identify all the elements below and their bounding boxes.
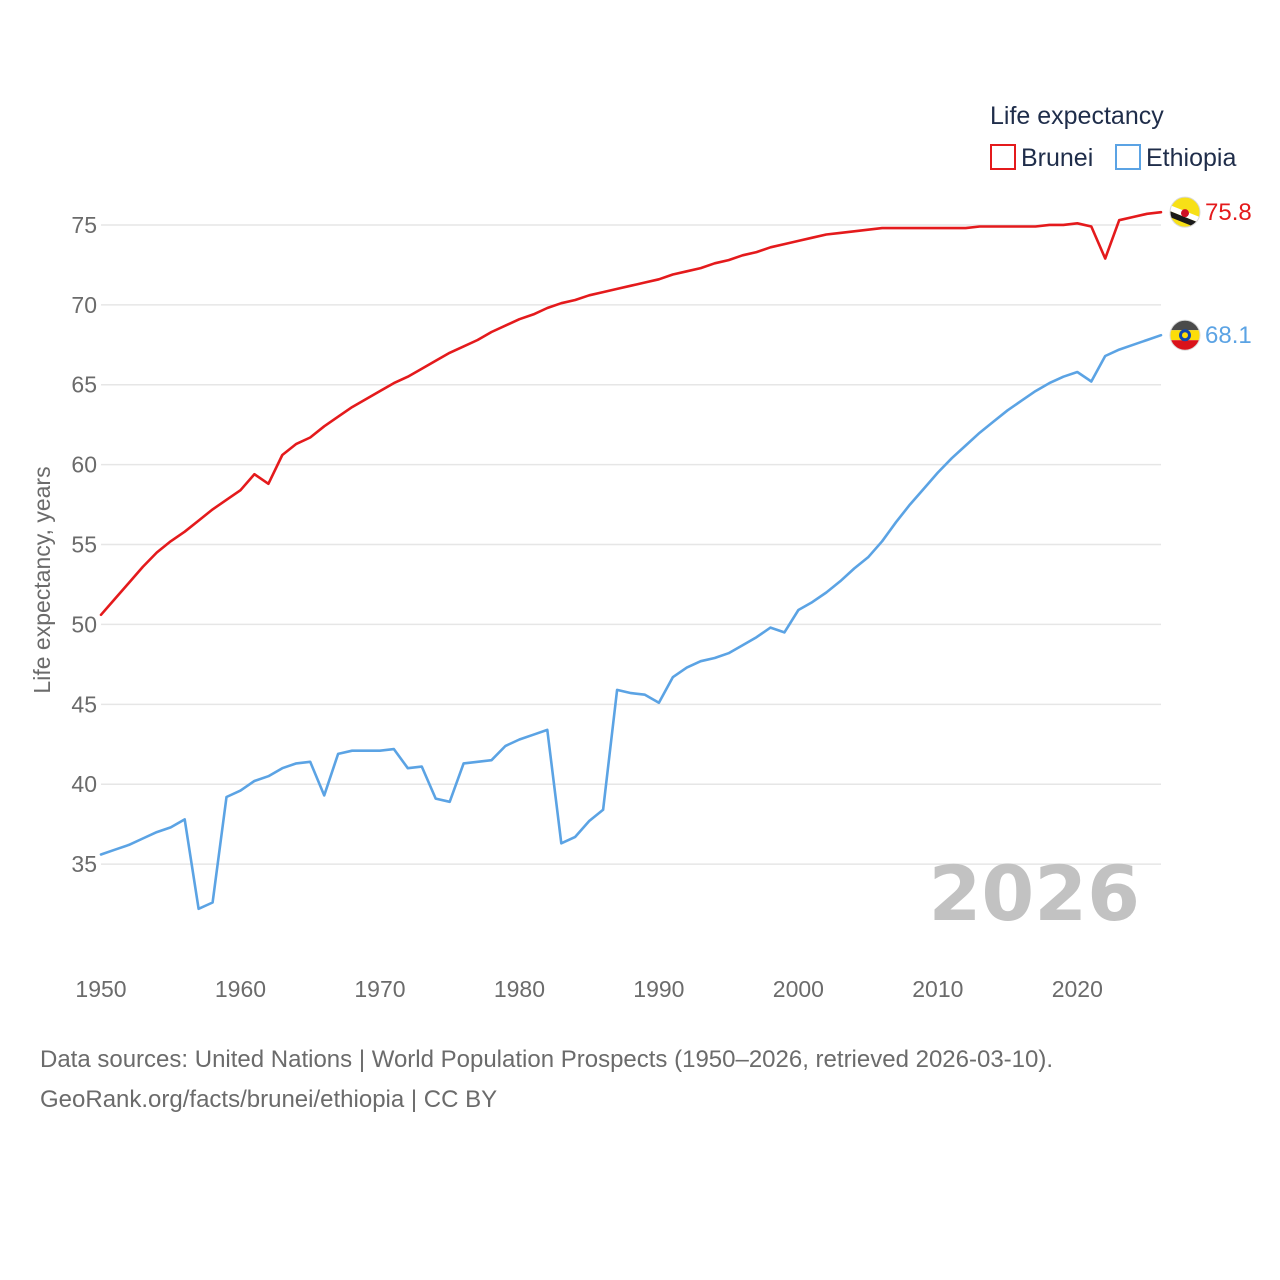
source-footer: Data sources: United Nations | World Pop… bbox=[40, 1040, 1240, 1120]
x-tick-label: 1960 bbox=[215, 976, 266, 1002]
y-tick-label: 45 bbox=[71, 691, 97, 717]
x-tick-label: 2010 bbox=[912, 976, 963, 1002]
legend-swatch-brunei bbox=[990, 144, 1016, 170]
year-watermark: 2026 bbox=[928, 849, 1140, 938]
brunei-flag-icon bbox=[1169, 196, 1201, 228]
y-tick-label: 65 bbox=[71, 372, 97, 398]
y-tick-label: 70 bbox=[71, 292, 97, 318]
x-tick-label: 1970 bbox=[354, 976, 405, 1002]
x-tick-label: 2000 bbox=[773, 976, 824, 1002]
x-axis-ticks: 1950 1960 1970 1980 1990 2000 2010 2020 bbox=[75, 976, 1102, 1002]
line-chart: 35 40 45 50 55 60 65 70 75 1950 1960 1970 1980 1990 2… bbox=[29, 102, 1252, 1002]
series-endpoints: 75.8 68.1 bbox=[1169, 196, 1252, 351]
x-tick-label: 1980 bbox=[494, 976, 545, 1002]
legend: Life expectancy Brunei Ethiopia bbox=[990, 102, 1236, 172]
y-tick-label: 35 bbox=[71, 851, 97, 877]
y-tick-label: 60 bbox=[71, 452, 97, 478]
legend-title: Life expectancy bbox=[990, 102, 1164, 130]
y-tick-label: 55 bbox=[71, 532, 97, 558]
data-source-text: Data sources: United Nations | World Pop… bbox=[40, 1046, 1054, 1073]
y-axis-title: Life expectancy, years bbox=[29, 466, 55, 693]
y-tick-label: 50 bbox=[71, 611, 97, 637]
legend-item-brunei[interactable]: Brunei bbox=[990, 144, 1093, 172]
x-tick-label: 1990 bbox=[633, 976, 684, 1002]
end-value-label-brunei: 75.8 bbox=[1205, 199, 1252, 226]
gridlines bbox=[101, 224, 1161, 865]
series-lines bbox=[99, 210, 1163, 911]
legend-label-ethiopia: Ethiopia bbox=[1146, 144, 1236, 172]
attribution-text: GeoRank.org/facts/brunei/ethiopia | CC B… bbox=[40, 1086, 498, 1113]
x-tick-label: 1950 bbox=[75, 976, 126, 1002]
legend-item-ethiopia[interactable]: Ethiopia bbox=[1115, 144, 1236, 172]
end-value-label-ethiopia: 68.1 bbox=[1205, 322, 1252, 349]
ethiopia-flag-icon bbox=[1169, 319, 1201, 351]
legend-swatch-ethiopia bbox=[1115, 144, 1141, 170]
x-tick-label: 2020 bbox=[1052, 976, 1103, 1002]
y-tick-label: 75 bbox=[71, 212, 97, 238]
y-tick-label: 40 bbox=[71, 771, 97, 797]
series-line-brunei bbox=[99, 210, 1163, 617]
y-axis-ticks: 35 40 45 50 55 60 65 70 75 bbox=[71, 212, 97, 877]
series-line-ethiopia bbox=[99, 333, 1163, 911]
legend-label-brunei: Brunei bbox=[1021, 144, 1093, 172]
